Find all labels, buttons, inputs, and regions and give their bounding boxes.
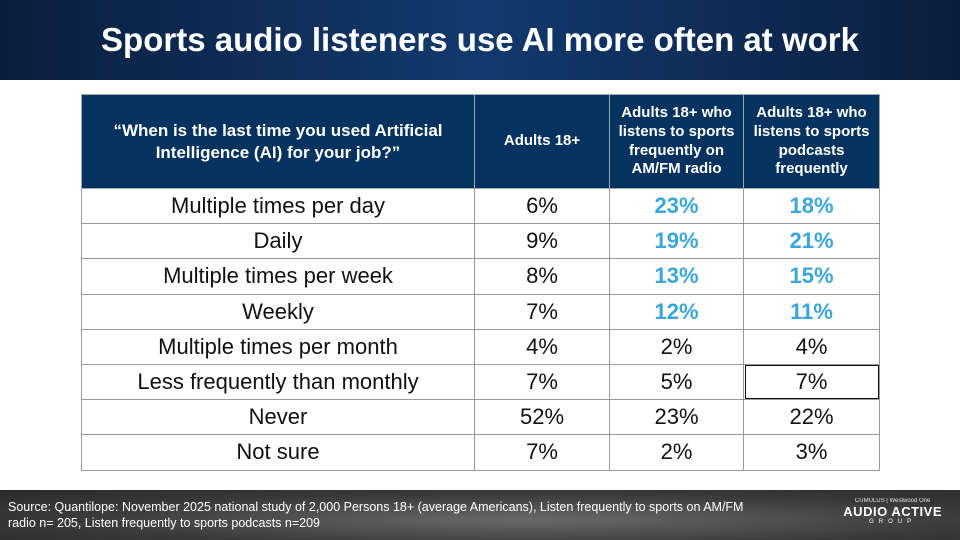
row-value: 23% <box>609 399 744 436</box>
table-header-row: “When is the last time you used Artifici… <box>81 94 880 189</box>
row-label: Not sure <box>81 434 475 471</box>
row-label: Daily <box>81 223 475 260</box>
header-amfm: Adults 18+ who listens to sports frequen… <box>609 94 744 189</box>
row-value: 9% <box>474 223 610 260</box>
ai-usage-table: “When is the last time you used Artifici… <box>81 94 880 471</box>
header-adults: Adults 18+ <box>474 94 610 189</box>
row-value: 52% <box>474 399 610 436</box>
row-value: 3% <box>743 434 880 471</box>
row-label: Less frequently than monthly <box>81 363 475 401</box>
row-label: Multiple times per week <box>81 258 475 295</box>
row-value: 7% <box>474 363 610 401</box>
table-row: Weekly 7% 12% 11% <box>81 293 880 330</box>
row-value: 7% <box>743 363 880 401</box>
table-row: Less frequently than monthly 7% 5% 7% <box>81 363 880 401</box>
row-value: 21% <box>743 223 880 260</box>
title-bar: Sports audio listeners use AI more often… <box>0 0 960 80</box>
source-note: Source: Quantilope: November 2025 nation… <box>8 500 744 530</box>
row-value: 7% <box>474 293 610 330</box>
row-value: 22% <box>743 399 880 436</box>
header-podcasts: Adults 18+ who listens to sports podcast… <box>743 94 880 189</box>
row-label: Multiple times per month <box>81 328 475 365</box>
row-value: 19% <box>609 223 744 260</box>
row-value: 4% <box>743 328 880 365</box>
row-value: 5% <box>609 363 744 401</box>
row-value: 4% <box>474 328 610 365</box>
logo-main: AUDIO ACTIVE <box>843 504 942 519</box>
row-label: Weekly <box>81 293 475 330</box>
row-value: 2% <box>609 328 744 365</box>
table-row: Never 52% 23% 22% <box>81 399 880 436</box>
row-label: Multiple times per day <box>81 187 475 225</box>
row-value: 6% <box>474 187 610 225</box>
table-row: Multiple times per day 6% 23% 18% <box>81 187 880 225</box>
logo-top: CUMULUS | Westwood One <box>854 498 931 504</box>
row-value: 2% <box>609 434 744 471</box>
footer: Source: Quantilope: November 2025 nation… <box>0 490 960 540</box>
row-value: 18% <box>743 187 880 225</box>
row-value: 7% <box>474 434 610 471</box>
row-value: 23% <box>609 187 744 225</box>
table-row: Multiple times per month 4% 2% 4% <box>81 328 880 365</box>
table-row: Not sure 7% 2% 3% <box>81 434 880 471</box>
logo-sub: GROUP <box>869 519 917 525</box>
header-question: “When is the last time you used Artifici… <box>81 94 475 189</box>
table-row: Daily 9% 19% 21% <box>81 223 880 260</box>
audio-active-group-logo: CUMULUS | Westwood One AUDIO ACTIVE GROU… <box>843 498 942 525</box>
table-row: Multiple times per week 8% 13% 15% <box>81 258 880 295</box>
row-value: 15% <box>743 258 880 295</box>
row-value: 11% <box>743 293 880 330</box>
row-label: Never <box>81 399 475 436</box>
slide-title: Sports audio listeners use AI more often… <box>101 21 859 58</box>
row-value: 12% <box>609 293 744 330</box>
row-value: 8% <box>474 258 610 295</box>
row-value: 13% <box>609 258 744 295</box>
